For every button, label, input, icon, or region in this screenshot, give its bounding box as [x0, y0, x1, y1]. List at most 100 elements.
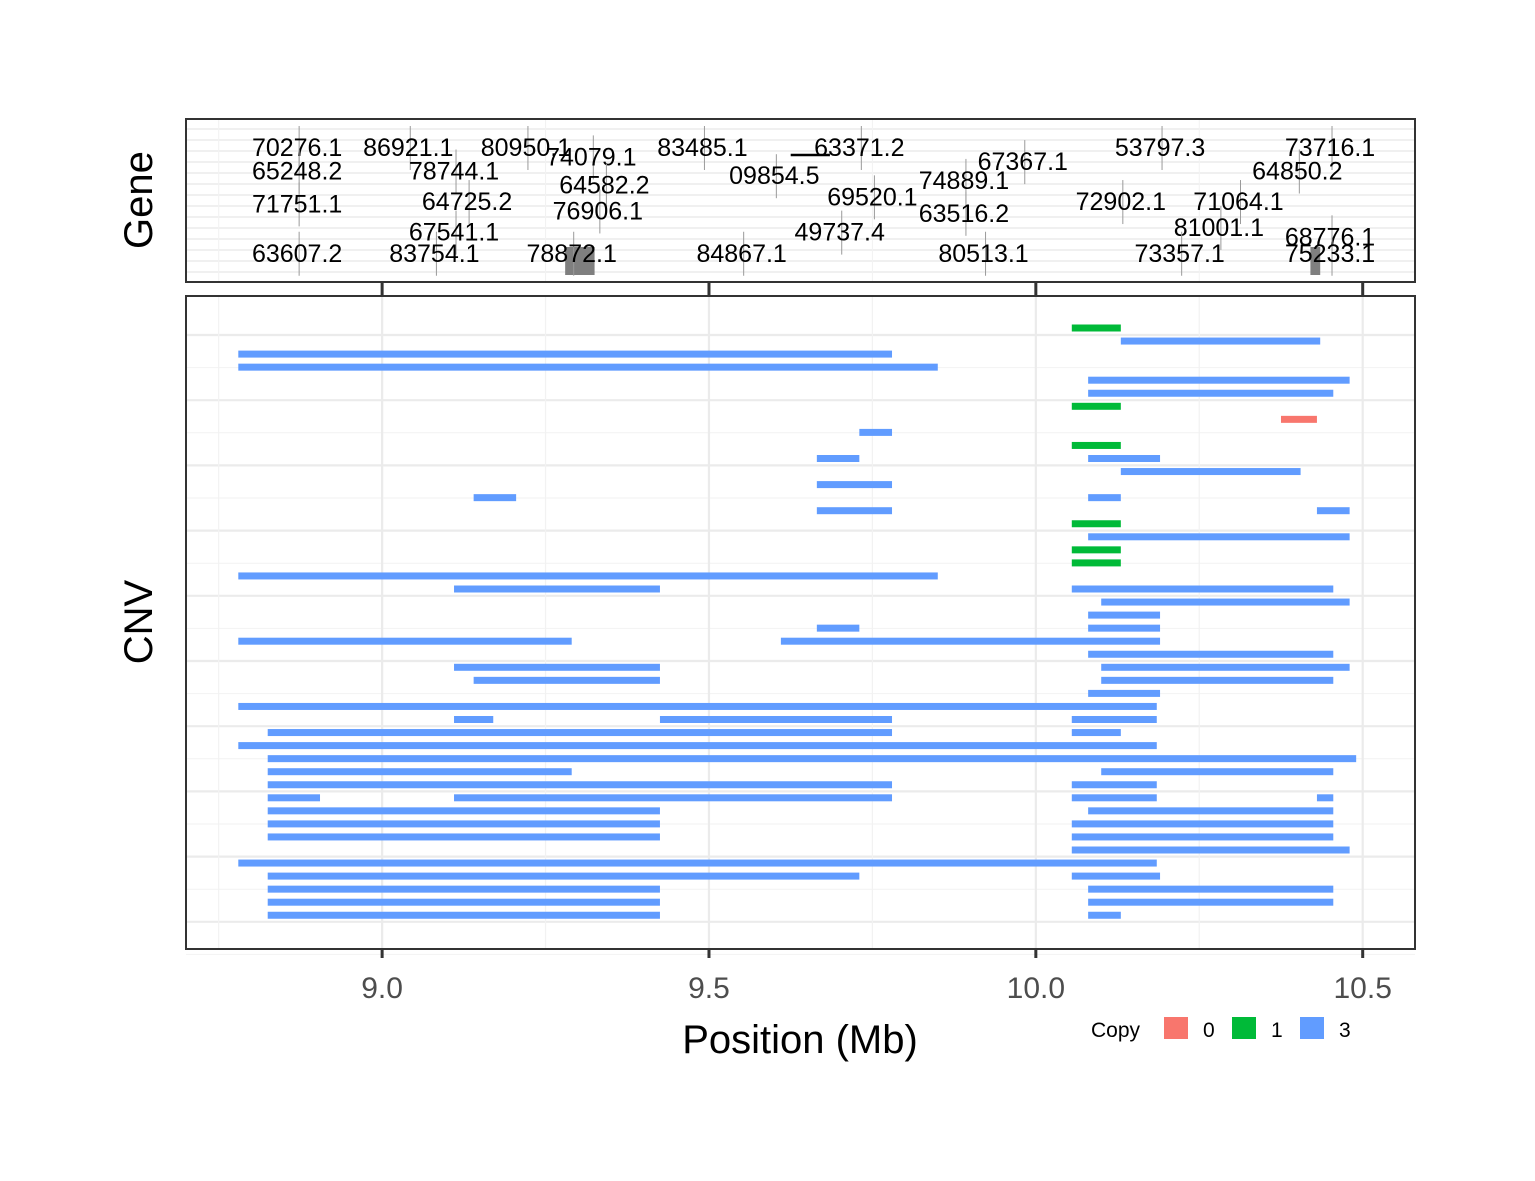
cnv-segment-copy-3: [1088, 455, 1161, 462]
cnv-segment-copy-3: [267, 872, 860, 880]
gene-label: 63607.2: [252, 240, 342, 268]
cnv-segment-copy-3: [1088, 533, 1350, 541]
cnv-panel: CNV: [117, 295, 1416, 955]
cnv-segment-copy-3: [267, 898, 660, 906]
gene-label: 73357.1: [1134, 240, 1224, 268]
cnv-panel-border: [185, 295, 1416, 950]
cnv-segment-copy-3: [267, 781, 893, 789]
cnv-segment-copy-3: [267, 833, 660, 841]
legend-key-0: [1164, 1017, 1188, 1039]
cnv-segment-copy-3: [1088, 807, 1334, 815]
cnv-segment-copy-3: [473, 676, 660, 684]
cnv-segment-copy-3: [267, 755, 1357, 763]
gene-panel: 70276.1 86921.1 80950.1 83485.1 63371.2 53797…: [117, 118, 1416, 283]
gene-label: 65248.2: [252, 158, 342, 186]
cnv-segment-copy-3: [1088, 650, 1334, 658]
cnv-segments: [238, 324, 1357, 919]
cnv-segment-copy-3: [454, 716, 494, 723]
gene-label: 64850.2: [1252, 158, 1342, 186]
cnv-segment-copy-3: [267, 729, 893, 737]
gene-label: 83754.1: [389, 240, 479, 268]
cnv-segment-copy-3: [454, 663, 660, 671]
gene-label: 84867.1: [696, 240, 786, 268]
legend-key-3: [1300, 1017, 1324, 1039]
gene-label: 64582.2: [559, 172, 649, 200]
gene-label: 68776.1: [1285, 223, 1375, 251]
cnv-segment-copy-1: [1071, 559, 1121, 567]
cnv-segment-copy-3: [267, 794, 321, 802]
cnv-segment-copy-3: [780, 637, 1161, 645]
cnv-segment-copy-3: [454, 794, 893, 802]
cnv-segment-copy-3: [816, 624, 860, 632]
legend-title: Copy: [1091, 1019, 1141, 1042]
cnv-segment-copy-3: [267, 768, 572, 776]
gene-block: [1310, 247, 1321, 275]
x-axis-title: Position (Mb): [682, 1018, 918, 1062]
cnv-segment-copy-3: [267, 820, 660, 828]
cnv-segment-copy-3: [1316, 794, 1334, 802]
cnv-segment-copy-3: [1088, 611, 1161, 619]
gene-label: 80513.1: [938, 240, 1028, 268]
cnv-segment-copy-3: [1088, 898, 1334, 906]
cnv-segment-copy-3: [1088, 376, 1350, 384]
cnv-segment-copy-1: [1071, 520, 1121, 528]
cnv-segment-copy-3: [1101, 768, 1334, 776]
gene-label: 49737.4: [795, 219, 885, 247]
gene-label: 81001.1: [1174, 214, 1264, 242]
cnv-segment-copy-1: [1071, 402, 1121, 410]
cnv-segment-copy-3: [1101, 676, 1334, 684]
gene-label: 64725.2: [422, 188, 512, 216]
cnv-segment-copy-3: [238, 572, 938, 580]
cnv-segment-copy-3: [1088, 885, 1334, 893]
gene-label: 67541.1: [409, 219, 499, 247]
cnv-segment-copy-3: [473, 494, 517, 502]
cnv-segment-copy-3: [816, 507, 893, 515]
cnv-segment-copy-3: [238, 350, 893, 358]
cnv-segment-copy-3: [1101, 663, 1350, 671]
gene-label: 75233.1: [1285, 240, 1375, 268]
cnv-segment-copy-3: [1071, 872, 1161, 880]
cnv-segment-copy-1: [1071, 324, 1121, 332]
gene-label: 78872.1: [527, 240, 617, 268]
cnv-segment-copy-3: [238, 702, 1157, 710]
legend-key-1: [1232, 1017, 1256, 1039]
gene-label: 09854.5: [729, 162, 819, 190]
gene-label: 53797.3: [1115, 134, 1205, 162]
cnv-axis-title: CNV: [117, 579, 161, 664]
cnv-segment-copy-3: [1088, 389, 1334, 397]
cnv-segment-copy-3: [1071, 729, 1121, 737]
cnv-segment-copy-3: [1120, 337, 1321, 345]
x-tick-label: 9.5: [688, 972, 730, 1005]
legend: Copy 0 1 3: [1091, 1017, 1351, 1042]
cnv-segment-copy-3: [238, 637, 572, 645]
cnv-segment-copy-3: [1071, 794, 1157, 802]
gene-panel-background: [186, 119, 1415, 282]
x-axis: 9.0 9.5 10.0 10.5: [361, 282, 1392, 1005]
cnv-segment-copy-1: [1071, 441, 1121, 449]
cnv-segment-copy-3: [1071, 820, 1334, 828]
gene-label: 76906.1: [553, 197, 643, 225]
cnv-segment-copy-3: [1088, 494, 1121, 502]
x-tick-label: 10.5: [1334, 972, 1392, 1005]
gene-block: [565, 247, 595, 275]
cnv-segment-copy-3: [816, 455, 860, 462]
cnv-segment-copy-3: [267, 885, 660, 893]
gene-label: 74079.1: [546, 143, 636, 171]
cnv-segment-copy-3: [267, 911, 660, 919]
cnv-segment-copy-3: [1071, 585, 1334, 593]
cnv-segment-copy-3: [859, 428, 893, 436]
gene-label: 67367.1: [978, 148, 1068, 176]
cnv-segment-copy-3: [238, 742, 1157, 750]
cnv-segment-copy-3: [267, 807, 660, 815]
gene-items: 70276.1 86921.1 80950.1 83485.1 63371.2 53797…: [252, 126, 1375, 276]
gene-panel-border: [185, 118, 1416, 283]
gene-axis-title: Gene: [117, 151, 161, 249]
cnv-segment-copy-3: [1101, 598, 1350, 606]
cnv-segment-copy-3: [1088, 624, 1161, 632]
cnv-segment-copy-3: [1316, 507, 1350, 515]
legend-label-0: 0: [1203, 1019, 1215, 1042]
cnv-segment-copy-0: [1280, 415, 1317, 423]
cnv-segment-copy-3: [1088, 689, 1161, 697]
cnv-segment-copy-3: [454, 585, 660, 593]
cnv-segment-copy-3: [1071, 716, 1157, 723]
